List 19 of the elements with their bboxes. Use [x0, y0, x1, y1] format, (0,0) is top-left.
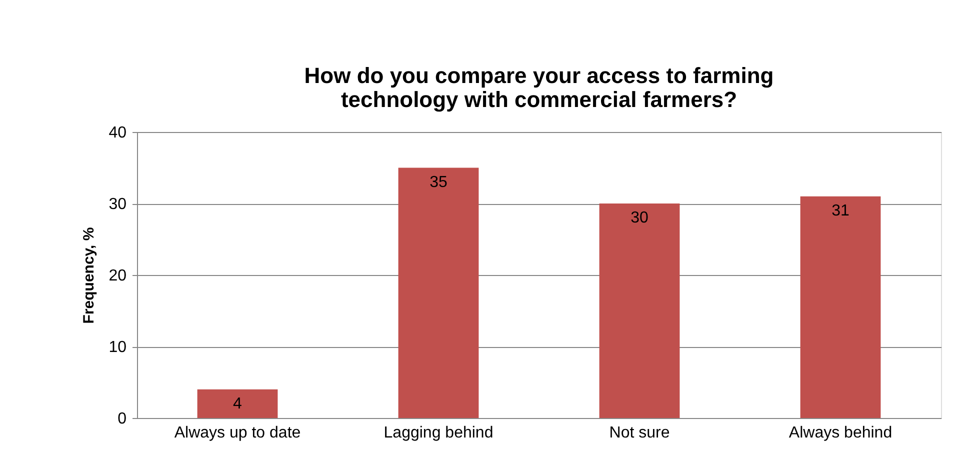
data-label: 31: [832, 202, 850, 220]
x-tick-label: Not sure: [609, 424, 670, 442]
bar: [398, 168, 479, 418]
y-axis-title: Frequency, %: [80, 227, 98, 324]
y-tick-label: 30: [108, 196, 127, 213]
chart-title: How do you compare your access to farming technology with commercial farmers?: [304, 63, 774, 112]
bar: [800, 196, 881, 418]
data-label: 4: [233, 395, 242, 412]
y-tick-label: 20: [108, 268, 127, 284]
data-label: 30: [630, 210, 648, 226]
data-label: 35: [430, 174, 448, 191]
x-tick-label: Always behind: [788, 424, 892, 442]
y-tick-label: 0: [118, 410, 127, 428]
y-tick-label: 40: [108, 124, 127, 142]
bar: [197, 389, 278, 418]
x-tick-label: Always up to date: [174, 424, 301, 442]
y-tick-label: 10: [108, 339, 127, 356]
bar: [599, 204, 680, 418]
x-tick-label: Lagging behind: [384, 424, 494, 442]
